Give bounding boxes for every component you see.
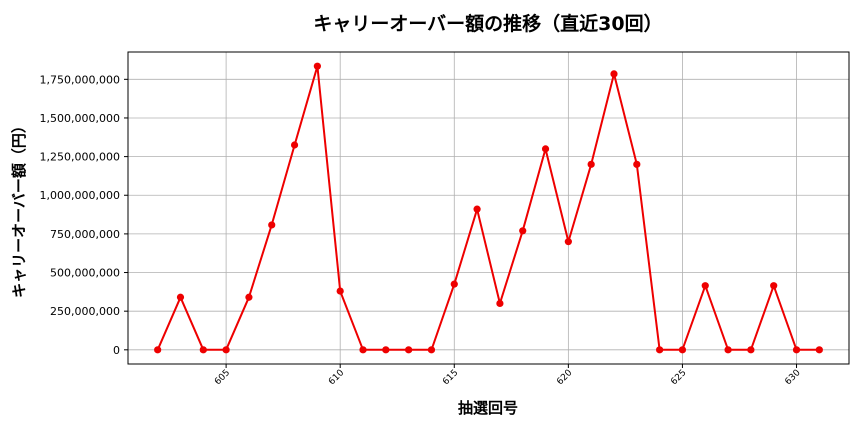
- data-point: [701, 282, 709, 290]
- data-point: [610, 70, 618, 78]
- data-point: [176, 293, 185, 301]
- data-point: [587, 160, 595, 168]
- x-tick-label: 605: [213, 368, 232, 387]
- data-point: [245, 293, 253, 301]
- data-point: [519, 227, 527, 235]
- y-tick-label: 500,000,000: [50, 267, 120, 280]
- data-point: [405, 346, 413, 354]
- data-point: [199, 346, 207, 354]
- x-tick-label: 620: [555, 368, 574, 387]
- x-axis: 605 610 615 620 625 630: [213, 364, 803, 387]
- data-point: [290, 141, 299, 149]
- data-point: [541, 145, 550, 153]
- data-point: [154, 346, 162, 354]
- y-tick-label: 1,250,000,000: [40, 151, 120, 164]
- data-point: [222, 346, 230, 354]
- data-point: [359, 346, 367, 354]
- x-tick-label: 615: [441, 368, 460, 387]
- data-point: [496, 299, 504, 308]
- data-point: [268, 221, 276, 229]
- y-axis-label: キャリーオーバー額（円）: [10, 118, 28, 298]
- data-point: [770, 282, 778, 290]
- data-point: [427, 346, 436, 354]
- data-point: [336, 287, 344, 295]
- y-tick-label: 0: [113, 344, 120, 357]
- y-axis: 0 250,000,000 500,000,000 750,000,000 1,000,…: [40, 73, 128, 357]
- grid: [128, 52, 849, 364]
- plot-area-frame: [127, 51, 850, 365]
- x-axis-label: 抽選回号: [458, 399, 518, 417]
- data-point: [633, 160, 641, 168]
- x-tick-label: 630: [783, 368, 802, 387]
- data-point: [656, 346, 664, 354]
- y-tick-label: 250,000,000: [50, 305, 120, 318]
- series-line: [156, 65, 820, 351]
- data-point: [564, 238, 572, 246]
- y-tick-label: 750,000,000: [50, 228, 120, 241]
- data-point: [815, 346, 823, 354]
- data-point: [313, 62, 321, 70]
- data-point: [724, 346, 732, 354]
- data-point: [747, 346, 755, 354]
- x-tick-label: 610: [327, 368, 346, 387]
- chart-title: キャリーオーバー額の推移（直近30回）: [313, 12, 662, 35]
- series: [154, 62, 823, 354]
- y-tick-label: 1,000,000,000: [40, 189, 120, 202]
- data-point: [473, 205, 481, 213]
- data-point: [382, 346, 390, 354]
- y-tick-label: 1,500,000,000: [40, 112, 120, 125]
- data-point: [450, 280, 458, 288]
- data-point: [792, 346, 801, 354]
- x-tick-label: 625: [669, 368, 688, 387]
- data-point: [678, 346, 687, 354]
- y-tick-label: 1,750,000,000: [40, 73, 120, 86]
